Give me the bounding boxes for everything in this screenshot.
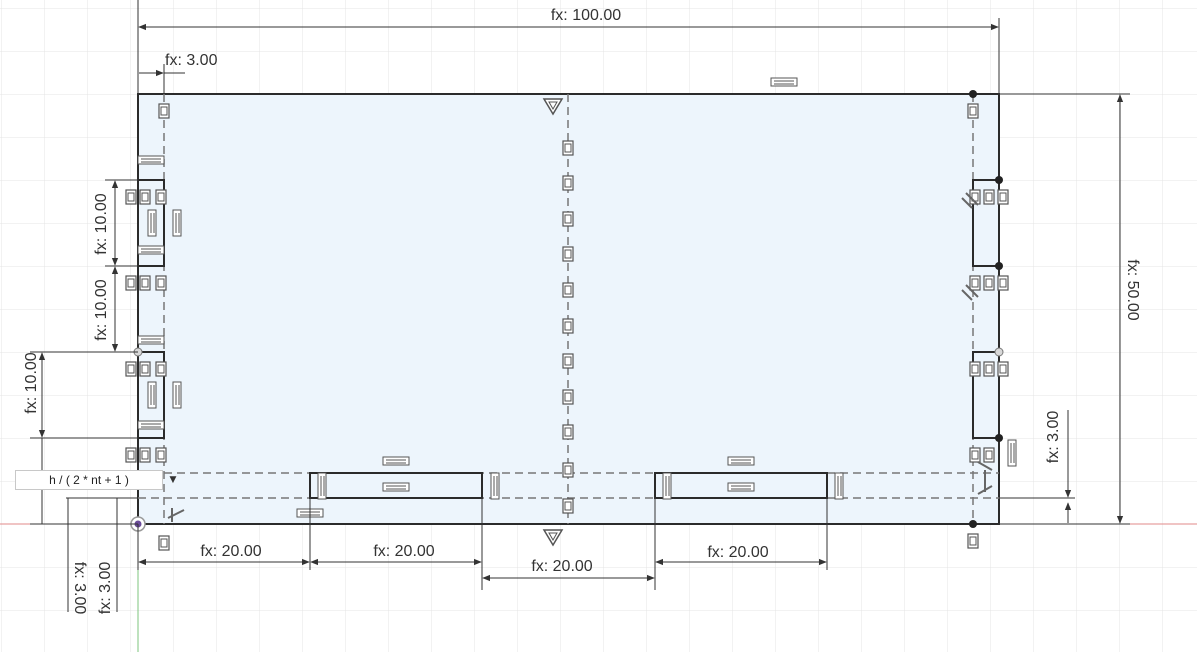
dimension-lines (30, 0, 1130, 612)
dim-left-outer[interactable]: fx: 10.00 (23, 352, 40, 413)
dim-bottom-1[interactable]: fx: 20.00 (200, 543, 261, 560)
dim-bottom-left-offset-2[interactable]: fx: 3.00 (97, 562, 114, 615)
dim-right-offset[interactable]: fx: 3.00 (1045, 411, 1062, 464)
sketch-points[interactable] (133, 90, 1004, 528)
dim-overall-height[interactable]: fx: 50.00 (1124, 259, 1141, 320)
dim-bottom-2[interactable]: fx: 20.00 (373, 543, 434, 560)
dim-bottom-4[interactable]: fx: 20.00 (707, 544, 768, 561)
parallel-constraint-icons[interactable] (167, 192, 993, 522)
dim-overall-width[interactable]: fx: 100.00 (551, 7, 621, 24)
dim-left-slot-2[interactable]: fx: 10.00 (93, 279, 110, 340)
dim-offset-top-left[interactable]: fx: 3.00 (165, 52, 218, 69)
dim-bottom-3[interactable]: fx: 20.00 (531, 558, 592, 575)
dimension-expression-input[interactable]: h / ( 2 * nt + 1 ) (15, 470, 163, 490)
caret-down-icon[interactable]: ▼ (169, 475, 177, 485)
dim-left-slot-1[interactable]: fx: 10.00 (93, 193, 110, 254)
dim-bottom-left-offset-1[interactable]: fx: 3.00 (71, 562, 88, 615)
